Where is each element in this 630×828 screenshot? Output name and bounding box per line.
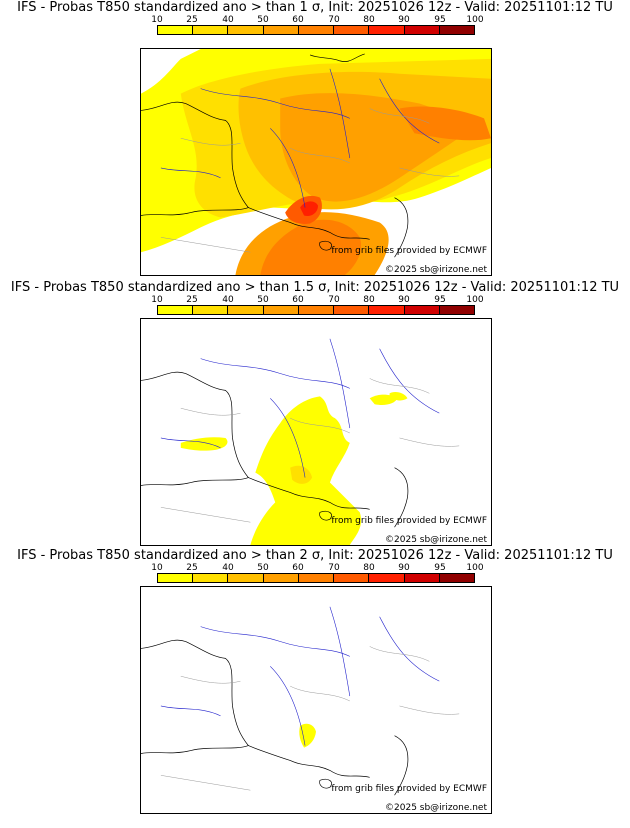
colorbar xyxy=(157,573,475,583)
map-canvas xyxy=(141,606,460,796)
colorbar-swatch xyxy=(228,26,264,34)
prob-field-10 xyxy=(180,437,228,451)
tick-label: 90 xyxy=(398,15,410,25)
probability-map: from grib files provided by ECMWF ©2025 … xyxy=(140,318,492,546)
colorbar-swatch xyxy=(439,574,474,582)
panel-title: IFS - Probas T850 standardized ano > tha… xyxy=(17,0,613,15)
copyright-credit: ©2025 sb@irizone.net xyxy=(385,803,487,813)
tick-label: 50 xyxy=(257,15,269,25)
colorbar-swatch xyxy=(298,306,335,314)
map-canvas xyxy=(141,338,460,545)
tick-label: 100 xyxy=(466,295,484,305)
colorbar-swatch xyxy=(334,574,370,582)
colorbar-swatch xyxy=(369,574,405,582)
colorbar-swatch xyxy=(228,306,264,314)
tick-label: 100 xyxy=(466,563,484,573)
colorbar xyxy=(157,25,475,35)
tick-label: 40 xyxy=(222,15,234,25)
tick-label: 80 xyxy=(363,563,375,573)
tick-label: 50 xyxy=(257,563,269,573)
colorbar-swatch xyxy=(334,26,370,34)
tick-label: 25 xyxy=(186,563,198,573)
colorbar-swatch xyxy=(193,306,229,314)
admin-borders xyxy=(160,646,460,791)
colorbar-swatch xyxy=(404,574,440,582)
colorbar-labels: 10 25 40 50 60 70 80 90 95 100 xyxy=(140,563,492,573)
prob-field-10 xyxy=(369,394,398,405)
colorbar-labels: 10 25 40 50 60 70 80 90 95 100 xyxy=(140,15,492,25)
probability-map: from grib files provided by ECMWF ©2025 … xyxy=(140,48,492,276)
tick-label: 100 xyxy=(466,15,484,25)
panel-2sigma: IFS - Probas T850 standardized ano > tha… xyxy=(0,544,630,820)
colorbar-swatch xyxy=(334,306,370,314)
panel-title: IFS - Probas T850 standardized ano > tha… xyxy=(10,280,620,295)
colorbar-swatch xyxy=(158,574,194,582)
colorbar-swatch xyxy=(439,306,474,314)
colorbar-swatch xyxy=(369,306,405,314)
colorbar-swatch xyxy=(263,306,299,314)
coastlines xyxy=(141,371,409,528)
prob-field-25 xyxy=(290,465,313,484)
prob-field-east xyxy=(399,106,491,141)
colorbar-swatch xyxy=(439,26,474,34)
probability-map: from grib files provided by ECMWF ©2025 … xyxy=(140,586,492,814)
prob-field-60 xyxy=(260,219,362,275)
tick-label: 25 xyxy=(186,295,198,305)
tick-label: 40 xyxy=(222,295,234,305)
tick-label: 95 xyxy=(434,15,446,25)
colorbar-swatch xyxy=(193,26,229,34)
tick-label: 10 xyxy=(151,295,163,305)
prob-field-10 xyxy=(389,391,408,401)
tick-label: 10 xyxy=(151,563,163,573)
panel-1sigma: IFS - Probas T850 standardized ano > tha… xyxy=(0,0,630,276)
tick-label: 60 xyxy=(292,295,304,305)
panel-1-5sigma: IFS - Probas T850 standardized ano > tha… xyxy=(0,276,630,552)
tick-label: 80 xyxy=(363,295,375,305)
coastlines xyxy=(141,639,409,796)
tick-label: 80 xyxy=(363,15,375,25)
colorbar-swatch xyxy=(158,306,194,314)
colorbar-labels: 10 25 40 50 60 70 80 90 95 100 xyxy=(140,295,492,305)
colorbar-swatch xyxy=(228,574,264,582)
tick-label: 70 xyxy=(328,295,340,305)
source-credit: from grib files provided by ECMWF xyxy=(331,246,487,256)
tick-label: 60 xyxy=(292,563,304,573)
colorbar-swatch xyxy=(263,26,299,34)
colorbar-swatch xyxy=(298,26,335,34)
colorbar-swatch xyxy=(263,574,299,582)
coastlines xyxy=(141,53,409,258)
source-credit: from grib files provided by ECMWF xyxy=(331,784,487,794)
tick-label: 90 xyxy=(398,295,410,305)
copyright-credit: ©2025 sb@irizone.net xyxy=(385,265,487,275)
colorbar-swatch xyxy=(298,574,335,582)
tick-label: 95 xyxy=(434,563,446,573)
colorbar xyxy=(157,305,475,315)
tick-label: 40 xyxy=(222,563,234,573)
tick-label: 50 xyxy=(257,295,269,305)
rivers xyxy=(160,68,440,208)
admin-borders xyxy=(160,378,460,523)
tick-label: 10 xyxy=(151,15,163,25)
prob-field-10 xyxy=(299,723,316,748)
tick-label: 95 xyxy=(434,295,446,305)
tick-label: 70 xyxy=(328,563,340,573)
tick-label: 70 xyxy=(328,15,340,25)
colorbar-swatch xyxy=(193,574,229,582)
admin-borders xyxy=(160,108,460,253)
panel-title: IFS - Probas T850 standardized ano > tha… xyxy=(17,548,613,563)
rivers xyxy=(160,606,440,746)
map-canvas xyxy=(141,49,491,275)
copyright-credit: ©2025 sb@irizone.net xyxy=(385,535,487,545)
source-credit: from grib files provided by ECMWF xyxy=(331,516,487,526)
colorbar-swatch xyxy=(404,306,440,314)
colorbar-swatch xyxy=(404,26,440,34)
colorbar-swatch xyxy=(158,26,194,34)
tick-label: 90 xyxy=(398,563,410,573)
colorbar-swatch xyxy=(369,26,405,34)
tick-label: 25 xyxy=(186,15,198,25)
tick-label: 60 xyxy=(292,15,304,25)
